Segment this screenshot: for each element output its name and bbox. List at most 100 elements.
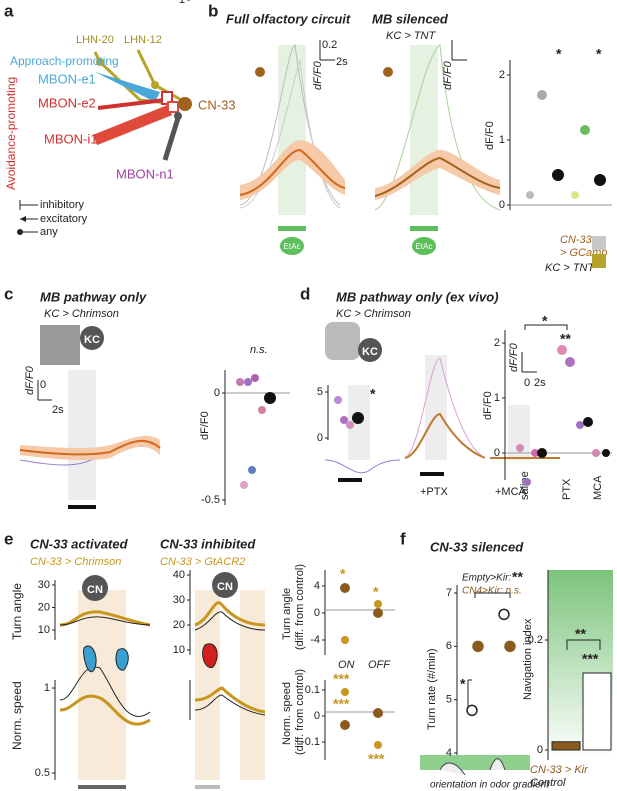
category-label: saline <box>519 471 531 500</box>
dots <box>236 374 276 489</box>
icon-label: CN <box>87 584 103 596</box>
traces <box>239 40 501 255</box>
significance: *** <box>368 751 385 767</box>
tick-label: 0 <box>494 447 500 459</box>
tick-label: 0 <box>214 387 220 399</box>
node-label: MBON-n1 <box>116 166 174 181</box>
significance: *** <box>333 696 350 712</box>
condition-label: +MCA <box>495 486 527 498</box>
tick-label: 0.5 <box>35 767 50 779</box>
panel-title: MB pathway only (ex vivo) <box>336 289 499 304</box>
panel-subtitle: KC > Chrimson <box>44 308 119 320</box>
tick-label: 7 <box>446 587 452 599</box>
node-label: LHN-12 <box>124 34 162 46</box>
significance: n.s. <box>250 344 268 356</box>
panel-label: c <box>4 284 13 303</box>
legend-symbols <box>17 200 38 235</box>
tick-label: 20 <box>173 619 185 631</box>
axis-label: Turn angle <box>281 588 293 640</box>
panel-title: MB pathway only <box>40 289 147 304</box>
legend-label: any <box>40 226 58 238</box>
significance: *** <box>333 671 350 687</box>
tick-label: 0 <box>537 744 543 756</box>
axis-label: (diff. from control) <box>294 564 306 650</box>
axis-label: Norm. speed <box>281 682 293 745</box>
tick-label: 2 <box>494 337 500 349</box>
tick-label: 0 <box>314 710 320 722</box>
scale-label: 2s <box>534 377 546 389</box>
significance: *** <box>582 651 599 667</box>
icon-label: KC <box>362 346 378 358</box>
legend-label: KC > TNT <box>545 262 595 274</box>
category-label: MCA <box>592 475 604 500</box>
panel-title: CN-33 activated <box>30 536 129 551</box>
nav-bar <box>551 741 581 751</box>
tick-label: 40 <box>173 569 185 581</box>
tick-label: -4 <box>310 634 320 646</box>
panel-subtitle: CN-33 > GtACR2 <box>160 556 245 568</box>
category-label: PTX <box>561 478 573 500</box>
comparison: CN4>Kir: n.s. <box>462 586 522 597</box>
icon <box>358 338 382 362</box>
legend-label: excitatory <box>40 213 88 225</box>
dots <box>526 90 606 199</box>
scale-label: 2s <box>52 404 64 416</box>
nav-bar <box>582 672 612 751</box>
axis-label: dF/F0 <box>482 391 494 420</box>
tick-label: 30 <box>38 579 50 591</box>
circuit-diagram <box>92 49 192 161</box>
panel-title: CN-33 inhibited <box>160 536 256 551</box>
significance: * <box>460 676 466 692</box>
legend-label: CN-33 > Kir <box>530 764 589 776</box>
panel-title: CN-33 silenced <box>430 539 524 554</box>
axis-label: dF/F0 <box>24 365 36 395</box>
turn-rate-point <box>472 640 484 653</box>
scale-label: 2s <box>336 56 348 68</box>
traces <box>19 370 161 509</box>
significance: * <box>373 584 379 600</box>
legend-label: inhibitory <box>40 199 85 211</box>
tick-label: 6 <box>446 640 452 652</box>
tick-label: 0 <box>317 432 323 444</box>
tick-label: 0 <box>499 199 505 211</box>
stim-label: EtAc <box>416 242 433 251</box>
panel-subtitle: KC > Chrimson <box>336 308 411 320</box>
node-label: LHN-20 <box>76 34 114 46</box>
panel-label: f <box>400 529 406 548</box>
significance: ** <box>512 569 523 585</box>
panel-label: d <box>300 284 310 303</box>
significance: * <box>542 313 548 329</box>
significance: * <box>596 46 602 62</box>
axis-label: dF/F0 <box>442 60 454 90</box>
tick-label: 5 <box>317 386 323 398</box>
gradient <box>420 755 530 770</box>
panel-label: a <box>4 1 14 20</box>
tick-label: 0.1 <box>305 684 320 696</box>
dots <box>340 583 383 749</box>
stim-label: EtAc <box>284 242 301 251</box>
legend-label: CN-33 <box>560 234 593 246</box>
turn-rate-point <box>504 640 516 653</box>
condition-label: OFF <box>368 659 391 671</box>
icon-label: KC <box>84 334 100 346</box>
dots <box>334 396 364 429</box>
tick-label: 4 <box>446 747 452 759</box>
icon-label: CN <box>217 581 233 593</box>
panel-subtitle: KC > TNT <box>386 30 436 42</box>
tick-label: 10 <box>38 624 50 636</box>
tick-label: -0.5 <box>201 494 220 506</box>
axis-label: Turn rate (#/min) <box>426 648 438 730</box>
node-label: MBON-i1 <box>44 131 97 146</box>
icon <box>80 326 104 350</box>
panel-label: b <box>208 1 218 20</box>
tick-label: 1 <box>499 134 505 146</box>
scale-label: 0 <box>40 379 46 391</box>
comparison: Empty>Kir: <box>462 573 511 584</box>
tick-label: 10 <box>173 644 185 656</box>
condition-label: ON <box>338 659 355 671</box>
turn-rate-point <box>466 704 478 717</box>
avoidance-label: Avoidance-promoting <box>4 77 18 190</box>
condition-label: +PTX <box>420 486 448 498</box>
dots <box>516 345 610 486</box>
